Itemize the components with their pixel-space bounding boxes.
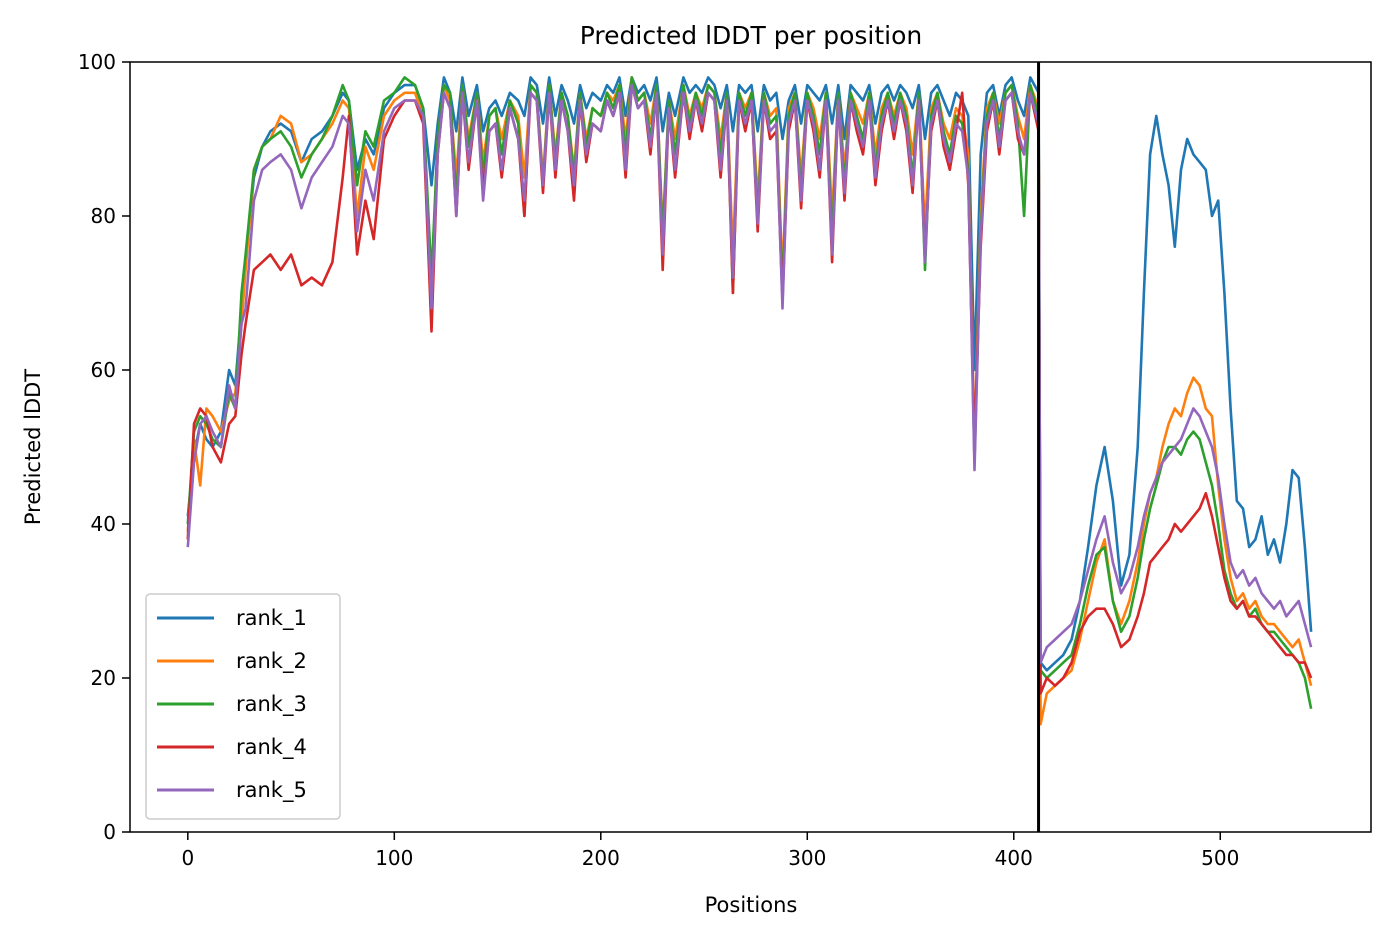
legend-label-rank_4: rank_4 bbox=[236, 735, 307, 760]
tick-layer: 0 100 200 300 400 500 0 20 40 60 80 100 bbox=[78, 50, 1240, 870]
y-tick-label: 0 bbox=[103, 820, 116, 844]
x-tick-label: 500 bbox=[1201, 846, 1239, 870]
chart-title: Predicted lDDT per position bbox=[580, 21, 922, 50]
legend-label-rank_5: rank_5 bbox=[236, 778, 307, 803]
legend: rank_1 rank_2 rank_3 rank_4 rank_5 bbox=[145, 593, 341, 820]
series-line-rank_5 bbox=[186, 83, 1313, 664]
y-tick-label: 100 bbox=[78, 50, 116, 74]
legend-label-rank_1: rank_1 bbox=[236, 606, 307, 631]
y-axis-title: Predicted lDDT bbox=[21, 369, 45, 525]
x-tick-label: 0 bbox=[181, 846, 194, 870]
plot-frame bbox=[129, 61, 1372, 833]
x-tick-label: 200 bbox=[582, 846, 620, 870]
x-axis-title: Positions bbox=[705, 893, 798, 917]
x-tick-label: 100 bbox=[375, 846, 413, 870]
y-tick-label: 60 bbox=[91, 358, 116, 382]
x-tick-label: 400 bbox=[995, 846, 1033, 870]
legend-box bbox=[145, 593, 341, 820]
series-line-rank_3 bbox=[186, 76, 1313, 710]
x-tick-label: 300 bbox=[788, 846, 826, 870]
y-tick-label: 20 bbox=[91, 666, 116, 690]
y-tick-label: 40 bbox=[91, 512, 116, 536]
series-layer bbox=[186, 76, 1313, 726]
legend-label-rank_2: rank_2 bbox=[236, 649, 307, 674]
y-tick-label: 80 bbox=[91, 204, 116, 228]
legend-label-rank_3: rank_3 bbox=[236, 692, 307, 717]
